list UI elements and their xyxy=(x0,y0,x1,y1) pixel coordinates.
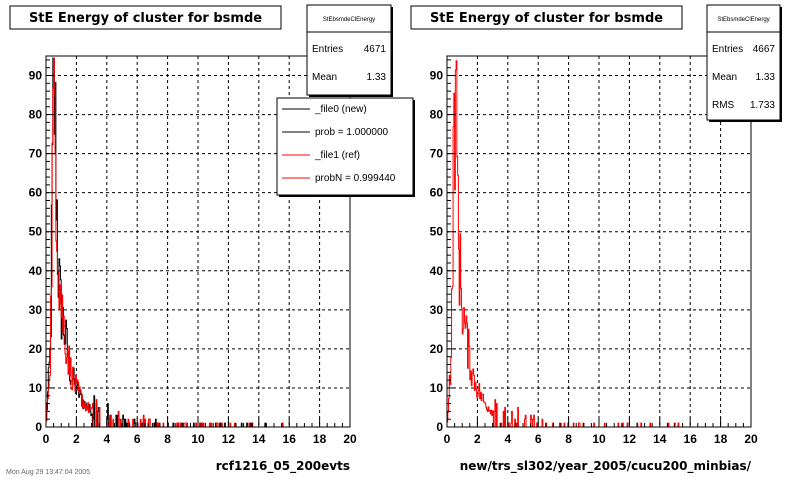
legend: _file0 (new) prob = 1.000000 _file1 (ref) p… xyxy=(276,97,415,197)
x-tick-label: 10 xyxy=(592,432,606,446)
chart-title: StE Energy of cluster for bsmde xyxy=(430,11,663,26)
y-tick-label: 0 xyxy=(436,420,443,434)
x-tick-label: 16 xyxy=(283,432,297,446)
y-tick-label: 20 xyxy=(29,342,43,356)
y-tick-label: 0 xyxy=(35,420,42,434)
stats-value: 1.33 xyxy=(756,72,776,83)
y-tick-label: 50 xyxy=(430,225,444,239)
y-tick-label: 50 xyxy=(29,225,43,239)
y-tick-label: 60 xyxy=(430,186,444,200)
x-tick-label: 18 xyxy=(714,432,728,446)
x-tick-label: 6 xyxy=(535,432,542,446)
x-tick-label: 16 xyxy=(684,432,698,446)
x-tick-label: 0 xyxy=(43,432,50,446)
x-tick-label: 4 xyxy=(504,432,511,446)
x-axis-label: new/trs_sl302/year_2005/cucu200_minbias/ xyxy=(460,459,752,474)
title-box xyxy=(9,5,282,30)
y-tick-label: 70 xyxy=(29,147,43,161)
stats-box xyxy=(706,4,781,121)
legend-entry-label: _file1 (ref) xyxy=(314,150,360,161)
y-tick-label: 80 xyxy=(29,108,43,122)
x-tick-label: 14 xyxy=(653,432,667,446)
x-tick-label: 10 xyxy=(191,432,205,446)
x-tick-label: 2 xyxy=(474,432,481,446)
x-tick-label: 20 xyxy=(744,432,758,446)
y-tick-label: 90 xyxy=(430,69,444,83)
y-tick-label: 60 xyxy=(29,186,43,200)
chart-title: StE Energy of cluster for bsmde xyxy=(29,11,262,26)
stats-label: RMS xyxy=(712,100,735,111)
x-tick-label: 8 xyxy=(565,432,572,446)
stats-label: Mean xyxy=(712,72,737,83)
stats-name: StEbsmdeClEnergy xyxy=(323,17,375,23)
y-tick-label: 10 xyxy=(29,381,43,395)
stats-label: Mean xyxy=(312,72,337,83)
y-tick-label: 30 xyxy=(29,303,43,317)
y-tick-label: 10 xyxy=(430,381,444,395)
x-tick-label: 12 xyxy=(623,432,637,446)
x-axis-label: rcf1216_05_200evts xyxy=(216,459,350,474)
x-tick-label: 14 xyxy=(252,432,266,446)
y-tick-label: 40 xyxy=(29,264,43,278)
x-tick-label: 6 xyxy=(134,432,141,446)
x-tick-label: 18 xyxy=(313,432,327,446)
legend-entry-label: _file0 (new) xyxy=(314,104,367,115)
y-tick-label: 80 xyxy=(430,108,444,122)
x-tick-label: 4 xyxy=(103,432,110,446)
x-tick-label: 20 xyxy=(343,432,357,446)
title-box xyxy=(410,5,683,30)
x-tick-label: 12 xyxy=(222,432,236,446)
legend-entry-label: probN = 0.999440 xyxy=(315,173,396,184)
x-tick-label: 0 xyxy=(444,432,451,446)
stats-value: 1.733 xyxy=(750,100,775,111)
footer-timestamp: Mon Aug 29 13:47:04 2005 xyxy=(6,469,90,476)
x-tick-label: 2 xyxy=(73,432,80,446)
legend-box xyxy=(276,97,414,196)
stats-value: 4667 xyxy=(753,44,776,55)
y-tick-label: 70 xyxy=(430,147,444,161)
y-tick-label: 30 xyxy=(430,303,444,317)
left-histogram-panel: 0 2 4 6 8 10 12 14 16 18 20 0 10 20 30 40 50 60 70 80 90 rcf1… xyxy=(9,4,415,474)
stats-value: 1.33 xyxy=(367,72,387,83)
stats-value: 4671 xyxy=(364,44,387,55)
y-tick-label: 20 xyxy=(430,342,444,356)
right-histogram-panel: 0 2 4 6 8 10 12 14 16 18 20 0 10 20 30 40 50 60 70 80 90 new/… xyxy=(410,4,782,474)
y-tick-label: 90 xyxy=(29,69,43,83)
y-tick-label: 40 xyxy=(430,264,444,278)
legend-entry-label: prob = 1.000000 xyxy=(315,127,389,138)
stats-label: Entries xyxy=(712,44,743,55)
stats-label: Entries xyxy=(312,44,343,55)
stats-box xyxy=(306,4,392,96)
x-tick-label: 8 xyxy=(164,432,171,446)
stats-name: StEbsmdeClEnergy xyxy=(717,17,769,23)
